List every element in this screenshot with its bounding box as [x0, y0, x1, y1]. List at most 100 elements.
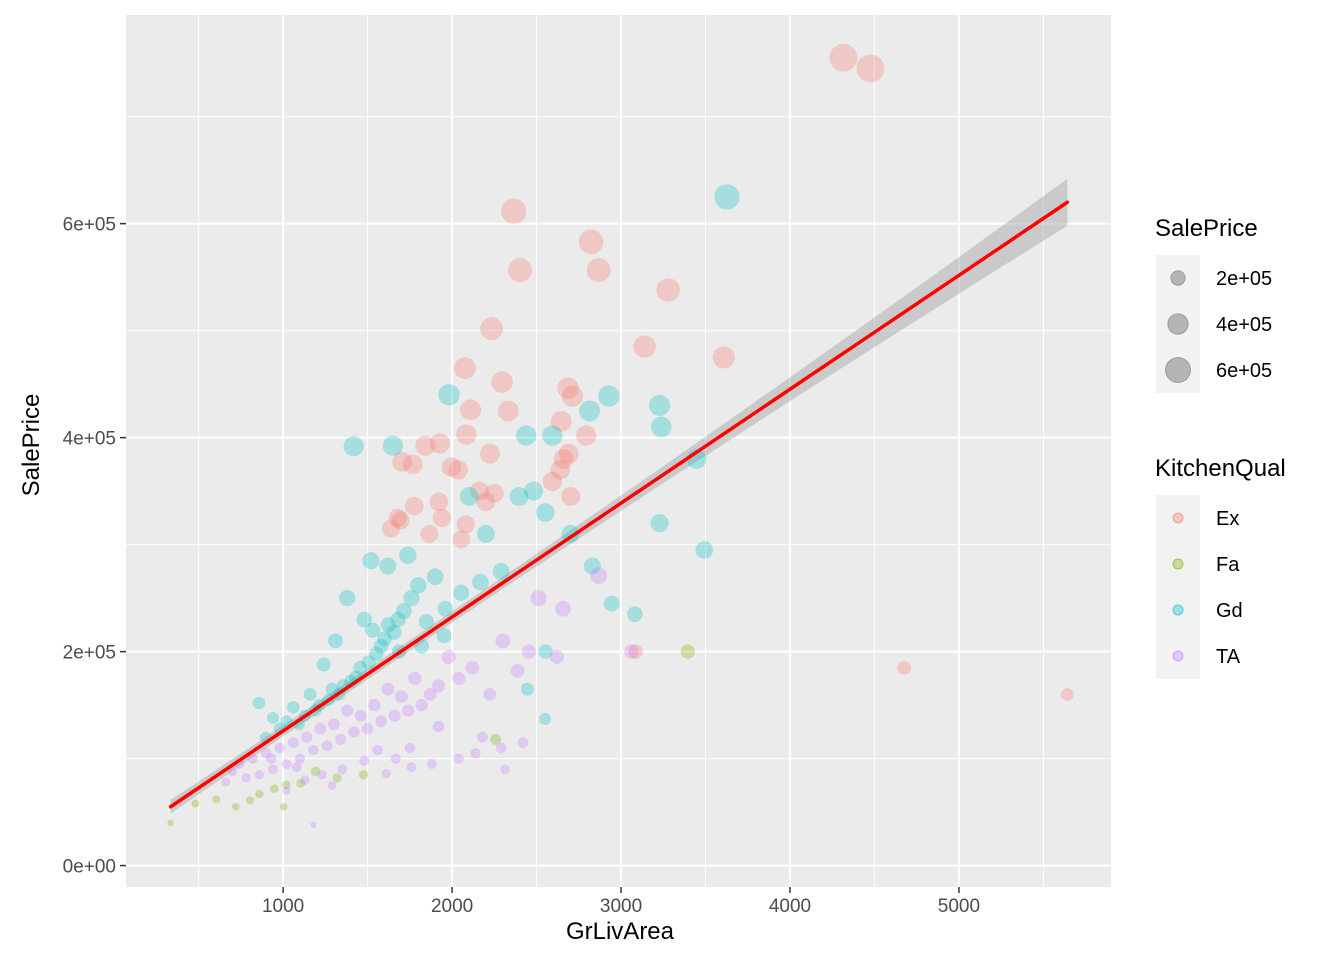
- data-point: [402, 704, 415, 717]
- data-point: [603, 595, 620, 612]
- data-point: [508, 258, 532, 283]
- data-point: [221, 777, 231, 787]
- color-legend-label: TA: [1216, 646, 1241, 668]
- y-tick-label: 6e+05: [63, 215, 116, 236]
- data-point: [426, 759, 437, 769]
- data-point: [261, 748, 272, 759]
- data-point: [300, 775, 310, 785]
- data-point: [650, 514, 669, 533]
- data-point: [426, 568, 444, 586]
- series-Ex: [381, 43, 1074, 701]
- series-Fa: [167, 644, 695, 826]
- data-point: [254, 770, 265, 780]
- data-point: [441, 457, 462, 477]
- data-point: [510, 664, 525, 678]
- data-point: [414, 639, 430, 654]
- data-point: [829, 43, 858, 72]
- data-point: [314, 722, 327, 735]
- data-point: [420, 524, 439, 543]
- color-legend-key: [1156, 495, 1200, 541]
- data-point: [388, 508, 407, 528]
- color-legend-label: Ex: [1216, 508, 1239, 530]
- data-point: [369, 646, 384, 661]
- y-axis: 0e+00 2e+05 4e+05 6e+05: [63, 215, 126, 878]
- color-legend-symbol: [1172, 604, 1184, 616]
- x-tick-label: 1000: [262, 896, 304, 917]
- data-point: [418, 614, 435, 630]
- data-point: [390, 611, 406, 628]
- data-point: [274, 742, 286, 754]
- x-axis-title: GrLivArea: [566, 918, 675, 945]
- data-point: [325, 682, 339, 696]
- x-tick-label: 3000: [600, 896, 642, 917]
- data-point: [316, 657, 331, 672]
- data-point: [382, 435, 403, 456]
- data-point: [294, 753, 306, 764]
- data-point: [266, 753, 277, 764]
- data-point: [395, 603, 412, 619]
- data-point: [509, 487, 529, 506]
- data-point: [542, 425, 563, 446]
- data-point: [361, 655, 376, 670]
- data-point: [368, 698, 381, 712]
- data-point: [282, 786, 291, 795]
- data-point: [490, 733, 502, 745]
- data-point: [452, 530, 471, 549]
- data-point: [270, 784, 279, 793]
- data-point: [550, 459, 570, 480]
- y-axis-title: SalePrice: [18, 394, 45, 497]
- y-tick-label: 0e+00: [63, 857, 116, 878]
- data-point: [492, 563, 510, 580]
- data-point: [380, 617, 396, 633]
- data-point: [624, 644, 639, 659]
- data-point: [456, 424, 477, 445]
- data-point: [649, 394, 671, 417]
- data-point: [267, 711, 279, 724]
- data-point: [281, 780, 291, 790]
- data-point: [539, 713, 551, 725]
- data-point: [432, 679, 446, 693]
- x-tick-label: 4000: [769, 896, 811, 917]
- data-point: [332, 773, 342, 783]
- data-point: [341, 704, 354, 717]
- data-point: [695, 541, 714, 559]
- data-point: [521, 644, 536, 659]
- data-point: [353, 660, 368, 675]
- data-point: [252, 696, 266, 710]
- data-point: [712, 346, 735, 369]
- data-point: [404, 496, 424, 516]
- data-point: [247, 753, 258, 764]
- color-legend-key: [1156, 633, 1200, 679]
- data-point: [491, 371, 513, 393]
- data-point: [1061, 688, 1074, 701]
- data-point: [561, 385, 584, 407]
- data-point: [303, 688, 317, 701]
- data-point: [650, 416, 672, 438]
- data-point: [553, 449, 574, 469]
- data-point: [429, 492, 449, 512]
- data-point: [549, 649, 564, 665]
- x-axis: 1000 2000 3000 4000 5000: [262, 887, 980, 917]
- data-point: [227, 766, 238, 777]
- data-point: [241, 773, 251, 783]
- data-point: [339, 590, 356, 607]
- color-legend-label: Gd: [1216, 600, 1243, 622]
- data-point: [410, 577, 427, 594]
- data-point: [308, 744, 319, 756]
- data-point: [470, 748, 481, 759]
- data-point: [321, 740, 333, 752]
- data-point: [448, 460, 469, 480]
- data-point: [555, 600, 571, 617]
- color-legend-title: KitchenQual: [1155, 455, 1286, 482]
- data-point: [381, 768, 391, 779]
- data-point: [517, 737, 529, 749]
- data-point: [404, 742, 416, 754]
- data-point: [310, 821, 317, 829]
- data-point: [656, 278, 680, 302]
- color-legend-label: Fa: [1216, 554, 1240, 576]
- series-TA: [221, 567, 639, 829]
- data-point: [402, 454, 423, 475]
- data-point: [167, 819, 174, 826]
- data-point: [381, 682, 395, 696]
